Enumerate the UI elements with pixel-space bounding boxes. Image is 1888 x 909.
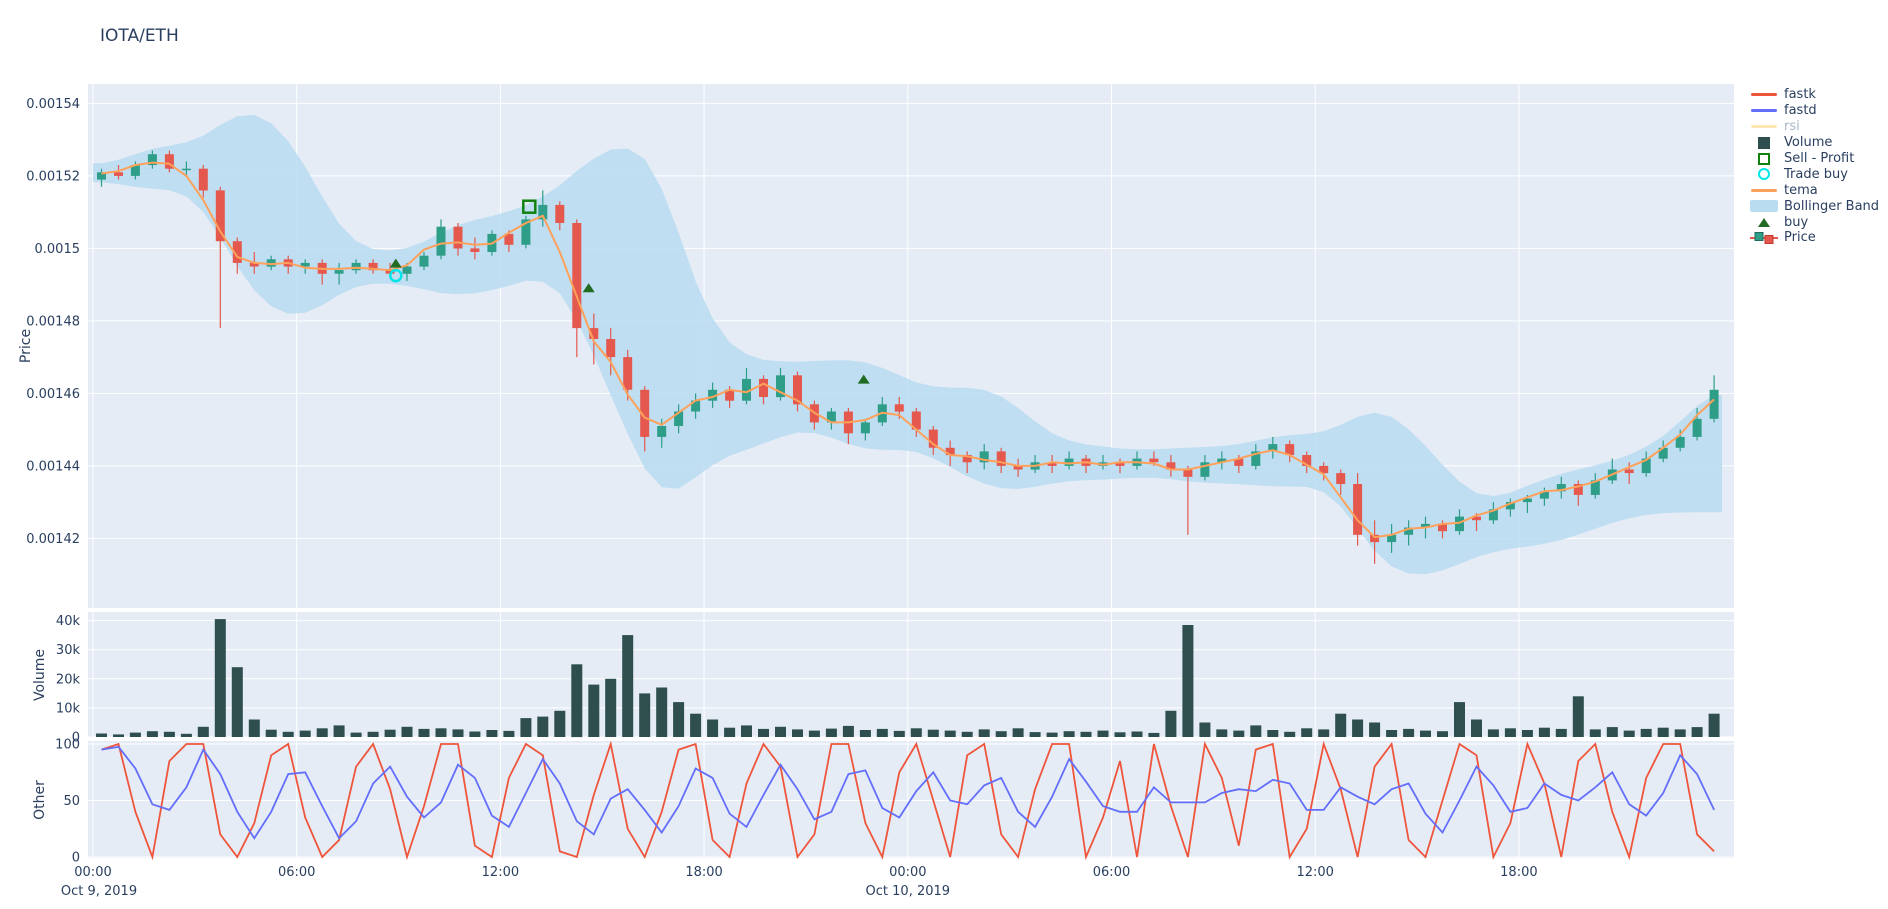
legend-label: fastd xyxy=(1784,103,1817,119)
svg-text:0.0015: 0.0015 xyxy=(35,242,81,257)
svg-text:Oct 10, 2019: Oct 10, 2019 xyxy=(866,884,951,899)
fastd-legend-icon xyxy=(1749,109,1779,113)
buy-marker xyxy=(389,258,402,268)
svg-text:18:00: 18:00 xyxy=(685,865,722,880)
legend-item-volume[interactable]: Volume xyxy=(1749,135,1879,151)
svg-text:00:00: 00:00 xyxy=(74,865,111,880)
svg-text:0.00148: 0.00148 xyxy=(26,314,80,329)
legend-label: Bollinger Band xyxy=(1784,198,1880,214)
legend-item-sell-profit[interactable]: Sell - Profit xyxy=(1749,151,1879,167)
buy-marker xyxy=(857,374,870,384)
svg-text:00:00: 00:00 xyxy=(889,865,926,880)
svg-text:40k: 40k xyxy=(56,614,81,629)
svg-text:0.00154: 0.00154 xyxy=(26,97,80,112)
sell-profit-marker xyxy=(522,199,537,214)
legend-label: Volume xyxy=(1784,135,1833,151)
legend-item-rsi[interactable]: rsi xyxy=(1749,119,1879,135)
fastk-legend-icon xyxy=(1749,93,1779,97)
legend-item-fastd[interactable]: fastd xyxy=(1749,103,1879,119)
svg-text:06:00: 06:00 xyxy=(1093,865,1130,880)
page-title: IOTA/ETH xyxy=(100,26,179,46)
svg-text:Oct 9, 2019: Oct 9, 2019 xyxy=(61,884,137,899)
gridlines xyxy=(88,84,1734,858)
price-legend-icon xyxy=(1749,231,1779,245)
svg-text:0.00144: 0.00144 xyxy=(26,459,80,474)
trade-markers xyxy=(389,199,870,384)
buy-marker xyxy=(582,283,595,293)
svg-text:100: 100 xyxy=(55,738,80,753)
svg-text:0: 0 xyxy=(72,731,80,746)
legend-label: Trade buy xyxy=(1784,166,1848,182)
tema-line xyxy=(101,161,1715,539)
legend-label: tema xyxy=(1784,182,1818,198)
svg-text:0: 0 xyxy=(72,851,80,866)
legend-item-trade-buy[interactable]: Trade buy xyxy=(1749,166,1879,182)
svg-text:0.00146: 0.00146 xyxy=(26,387,80,402)
bollinger-band-legend-icon xyxy=(1749,200,1779,213)
trade-buy-marker xyxy=(389,268,403,283)
fastk-line xyxy=(101,740,1715,861)
svg-text:10k: 10k xyxy=(56,701,81,716)
svg-text:18:00: 18:00 xyxy=(1500,865,1537,880)
legend-item-tema[interactable]: tema xyxy=(1749,182,1879,198)
legend-label: buy xyxy=(1784,214,1809,230)
volume-bars xyxy=(96,619,1720,738)
trade-buy-legend-icon xyxy=(1749,168,1779,181)
legend-label: Price xyxy=(1784,230,1816,246)
svg-text:12:00: 12:00 xyxy=(482,865,519,880)
volume-legend-icon xyxy=(1749,136,1779,149)
buy-legend-icon xyxy=(1749,217,1779,227)
legend-item-bollinger-band[interactable]: Bollinger Band xyxy=(1749,198,1879,214)
tema-legend-icon xyxy=(1749,188,1779,192)
legend-item-buy[interactable]: buy xyxy=(1749,214,1879,230)
legend-item-price[interactable]: Price xyxy=(1749,230,1879,246)
legend-label: Sell - Profit xyxy=(1784,151,1855,166)
sell-profit-legend-icon xyxy=(1749,152,1779,165)
svg-text:0.00152: 0.00152 xyxy=(26,169,80,184)
fastd-line xyxy=(101,745,1715,840)
svg-text:50: 50 xyxy=(63,794,80,809)
legend: fastk fastd rsi Volume Sell - Profit Trade bu… xyxy=(1749,87,1879,246)
svg-text:20k: 20k xyxy=(56,672,81,687)
svg-text:30k: 30k xyxy=(56,643,81,658)
svg-text:12:00: 12:00 xyxy=(1296,865,1333,880)
legend-label: fastk xyxy=(1784,87,1816,103)
rsi-legend-icon xyxy=(1749,125,1779,129)
legend-item-fastk[interactable]: fastk xyxy=(1749,87,1879,103)
svg-text:0.00142: 0.00142 xyxy=(26,532,80,547)
bollinger-band xyxy=(93,114,1722,575)
svg-text:06:00: 06:00 xyxy=(278,865,315,880)
axis-tick-labels: 0.00154 0.00152 0.0015 0.00148 0.00146 0.0014… xyxy=(26,97,1537,899)
legend-label: rsi xyxy=(1784,119,1800,135)
